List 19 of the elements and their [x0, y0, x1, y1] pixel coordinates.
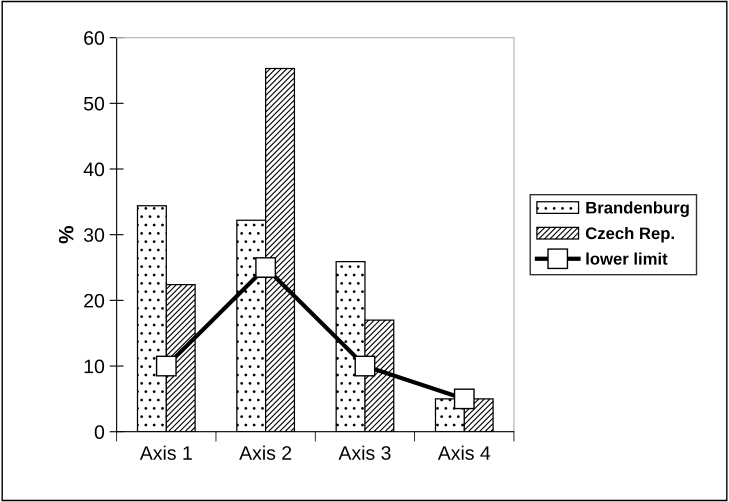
x-tick-label: Axis 3 — [338, 446, 391, 460]
y-tick-label: 0 — [94, 425, 104, 439]
legend-label: Brandenburg — [586, 201, 689, 217]
point — [156, 356, 177, 376]
y-axis-title: % — [58, 226, 74, 244]
y-tick-label: 30 — [84, 228, 104, 242]
y-tick-label: 20 — [84, 294, 104, 308]
point — [354, 356, 376, 376]
legend-label: Czech Rep. — [586, 226, 674, 242]
y-tick-label: 10 — [84, 360, 104, 374]
x-tick-label: Axis 1 — [140, 446, 192, 460]
point — [255, 257, 276, 278]
y-tick-label: 60 — [84, 31, 104, 45]
point — [454, 388, 475, 410]
y-tick-label: 40 — [84, 162, 104, 176]
legend-label: lower limit — [586, 252, 668, 265]
y-tick-label: 50 — [84, 96, 104, 111]
x-tick-label: Axis 2 — [239, 446, 292, 460]
x-tick-label: Axis 4 — [438, 446, 490, 460]
